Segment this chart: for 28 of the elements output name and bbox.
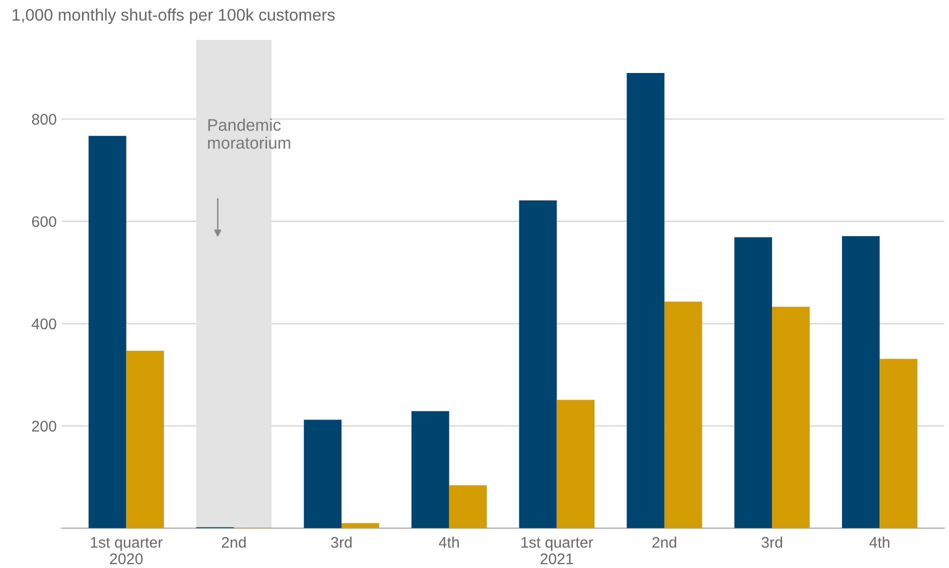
x-tick-label: 3rd <box>331 536 352 548</box>
x-tick-label: 1st quarter 2021 <box>521 537 594 564</box>
x-tick-label: 2nd <box>652 536 676 548</box>
x-tick-label: 4th <box>438 536 459 548</box>
y-tick-label: 600 <box>32 216 56 228</box>
bar <box>734 237 772 528</box>
y-tick-label: 800 <box>32 114 56 125</box>
bar <box>411 411 450 528</box>
bar <box>772 306 810 528</box>
bar <box>556 400 594 528</box>
annotation: Pandemic moratorium <box>208 118 290 149</box>
bar <box>88 136 126 528</box>
bar <box>519 200 557 528</box>
x-tick-label: 2nd <box>222 536 246 548</box>
bar <box>626 73 664 528</box>
bar <box>449 485 487 528</box>
bar <box>880 358 918 528</box>
bar <box>342 523 380 528</box>
x-tick-label: 1st quarter 2020 <box>90 537 163 564</box>
y-tick-label: 400 <box>32 318 56 330</box>
bar <box>304 420 342 528</box>
bar <box>664 302 702 528</box>
bar <box>842 236 880 528</box>
x-tick-label: 4th <box>869 536 890 548</box>
bar <box>126 350 164 528</box>
y-axis-title: 1,000 monthly shut-offs per 100k customers <box>12 8 335 24</box>
y-tick-label: 200 <box>32 420 56 432</box>
x-tick-label: 3rd <box>762 536 782 548</box>
